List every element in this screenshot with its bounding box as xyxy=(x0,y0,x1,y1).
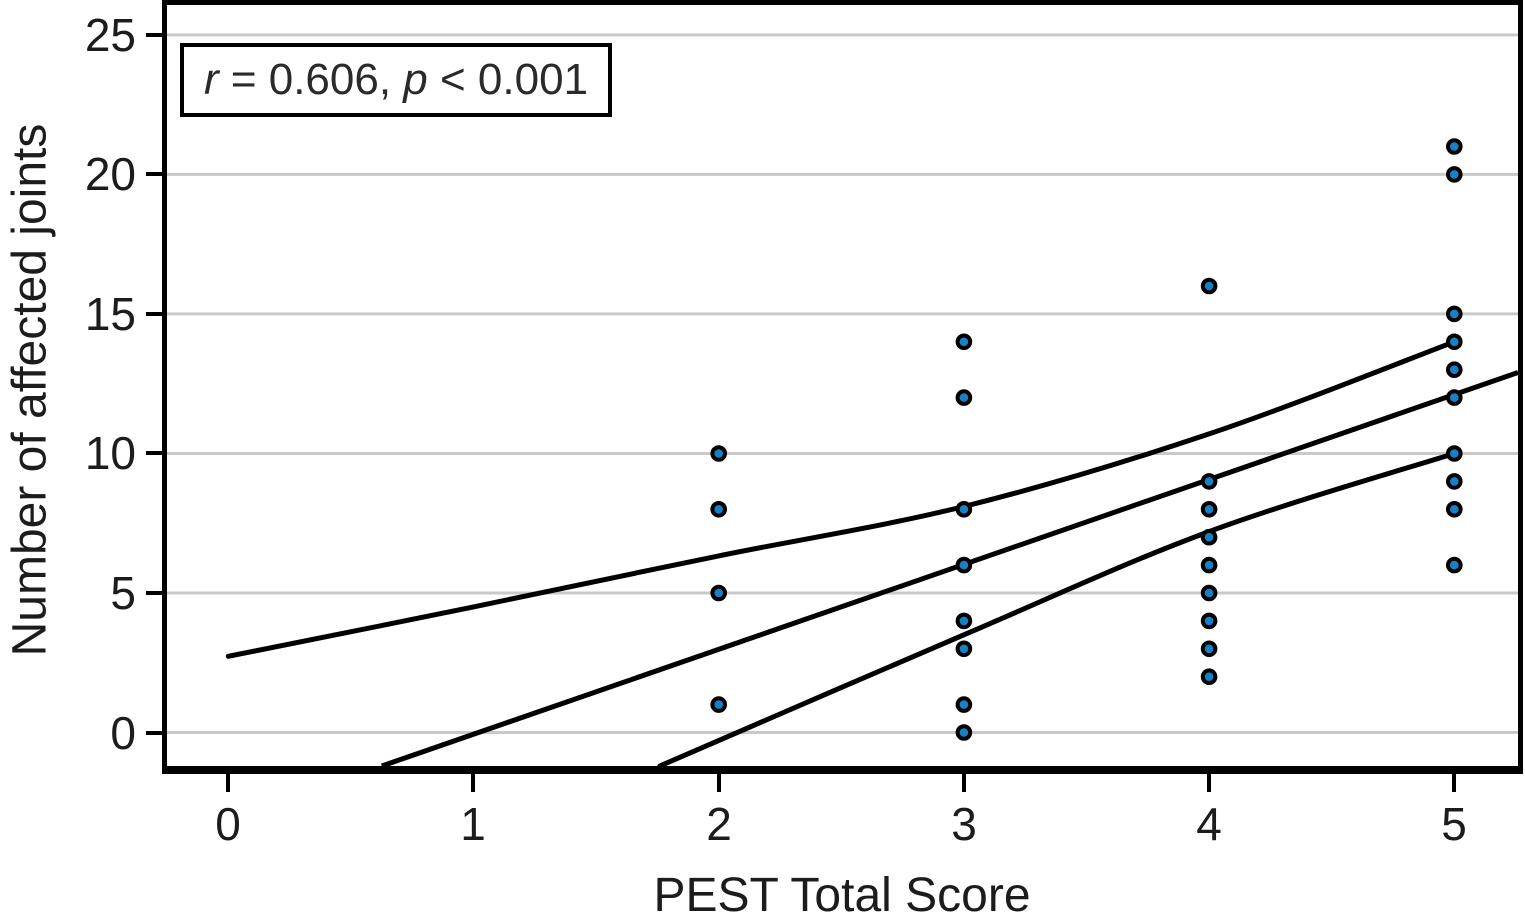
data-point xyxy=(1200,668,1218,686)
x-tick-mark xyxy=(717,774,721,792)
p-symbol: p xyxy=(403,55,428,104)
y-tick-label: 5 xyxy=(110,567,136,619)
data-point xyxy=(1446,138,1463,155)
data-point xyxy=(955,389,973,406)
x-tick-label: 5 xyxy=(1441,798,1467,850)
plot-canvas xyxy=(167,5,1518,766)
data-point xyxy=(955,696,973,713)
data-point xyxy=(1446,556,1463,574)
data-point xyxy=(1446,501,1463,518)
correlation-annotation-box: r = 0.606, p < 0.001 xyxy=(180,43,612,117)
y-tick-mark xyxy=(146,451,162,455)
data-point xyxy=(710,584,728,602)
y-tick-mark xyxy=(146,172,162,176)
data-point xyxy=(710,501,728,518)
data-point xyxy=(1446,473,1463,490)
y-tick-label: 15 xyxy=(84,288,136,340)
data-point xyxy=(955,333,973,351)
x-tick-mark xyxy=(471,774,475,792)
data-point xyxy=(955,724,973,741)
y-tick-mark xyxy=(146,33,162,37)
data-point xyxy=(955,556,973,574)
y-tick-mark xyxy=(146,312,162,316)
fit-line xyxy=(380,370,1518,766)
data-point xyxy=(1446,445,1463,462)
data-point xyxy=(1446,333,1463,351)
x-tick-mark xyxy=(226,774,230,792)
y-tick-label: 20 xyxy=(84,148,136,200)
r-symbol: r xyxy=(203,55,219,104)
data-point xyxy=(1200,556,1218,574)
y-tick-label: 10 xyxy=(84,427,136,479)
ci-upper-curve xyxy=(225,339,1457,659)
y-tick-label: 25 xyxy=(84,9,136,61)
x-tick-label: 4 xyxy=(1196,798,1222,850)
x-tick-label: 0 xyxy=(215,798,241,850)
x-tick-mark xyxy=(1452,774,1456,792)
x-tick-label: 1 xyxy=(460,798,486,850)
data-point xyxy=(1200,501,1218,518)
p-value-text: < 0.001 xyxy=(427,55,589,104)
r-value-text: = 0.606, xyxy=(218,55,404,104)
y-tick-label: 0 xyxy=(110,707,136,759)
x-axis-label: PEST Total Score xyxy=(653,869,1031,916)
data-point xyxy=(1200,528,1218,546)
data-point xyxy=(710,445,728,462)
data-point xyxy=(1446,361,1463,379)
x-tick-mark xyxy=(1207,774,1211,792)
data-point xyxy=(710,696,728,713)
data-point xyxy=(1200,612,1218,630)
y-tick-mark xyxy=(146,591,162,595)
plot-area xyxy=(162,0,1523,774)
data-point xyxy=(1446,166,1463,183)
y-tick-mark xyxy=(146,731,162,735)
data-point xyxy=(1200,584,1218,602)
data-point xyxy=(955,501,973,518)
x-tick-mark xyxy=(962,774,966,792)
data-point xyxy=(1200,277,1218,295)
data-point xyxy=(1446,389,1463,406)
data-point xyxy=(1446,305,1463,323)
data-point xyxy=(955,640,973,658)
ci-lower-curve xyxy=(657,451,1457,766)
chart-svg xyxy=(167,33,1518,766)
x-tick-label: 2 xyxy=(706,798,732,850)
x-tick-label: 3 xyxy=(951,798,977,850)
data-point xyxy=(955,612,973,630)
data-point xyxy=(1200,640,1218,658)
data-point xyxy=(1200,473,1218,490)
